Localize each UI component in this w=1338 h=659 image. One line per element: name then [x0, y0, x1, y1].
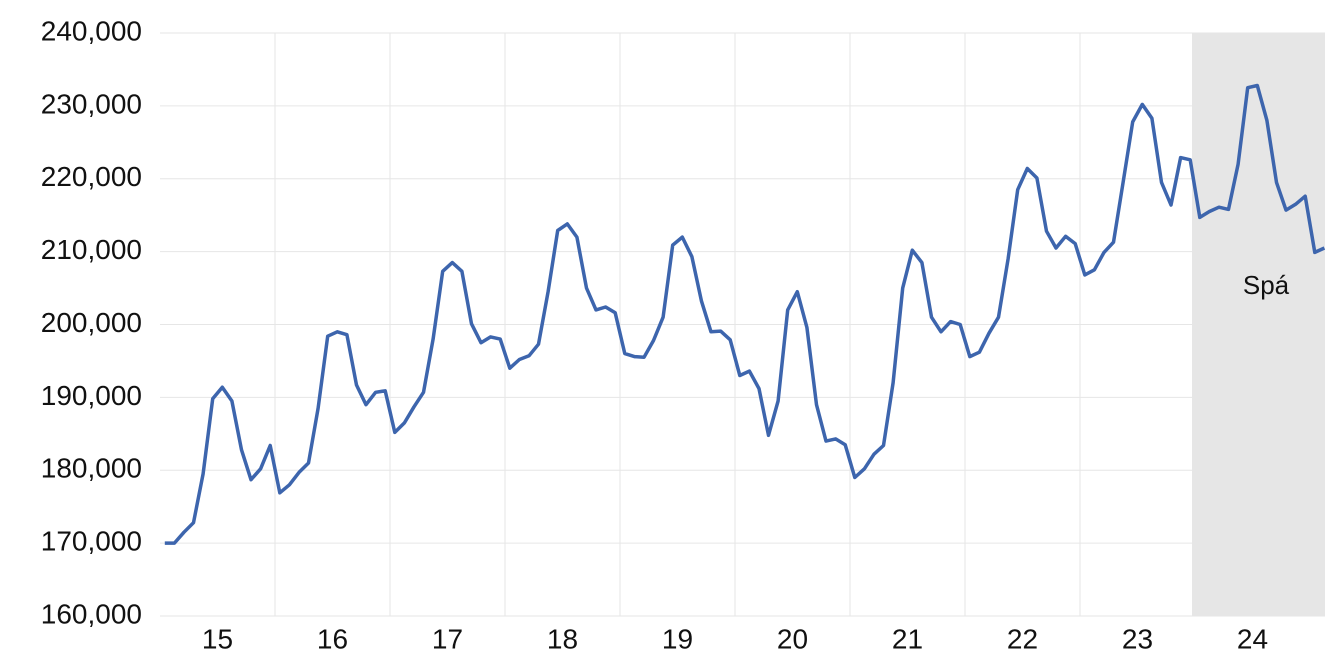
x-tick-label: 21 — [892, 623, 923, 654]
x-tick-label: 23 — [1122, 623, 1153, 654]
y-tick-label: 220,000 — [41, 161, 142, 192]
y-tick-label: 190,000 — [41, 380, 142, 411]
x-tick-label: 15 — [202, 623, 233, 654]
y-tick-label: 170,000 — [41, 526, 142, 557]
y-tick-label: 200,000 — [41, 307, 142, 338]
x-tick-label: 22 — [1007, 623, 1038, 654]
x-tick-label: 24 — [1237, 623, 1268, 654]
y-tick-label: 160,000 — [41, 598, 142, 629]
x-tick-label: 17 — [432, 623, 463, 654]
line — [164, 83, 1326, 545]
forecast-label: Spá — [1243, 270, 1290, 300]
y-tick-label: 240,000 — [41, 15, 142, 46]
x-tick-label: 16 — [317, 623, 348, 654]
y-tick-label: 180,000 — [41, 453, 142, 484]
x-tick-label: 18 — [547, 623, 578, 654]
y-tick-label: 210,000 — [41, 234, 142, 265]
x-tick-label: 20 — [777, 623, 808, 654]
x-tick-label: 19 — [662, 623, 693, 654]
y-tick-label: 230,000 — [41, 88, 142, 119]
